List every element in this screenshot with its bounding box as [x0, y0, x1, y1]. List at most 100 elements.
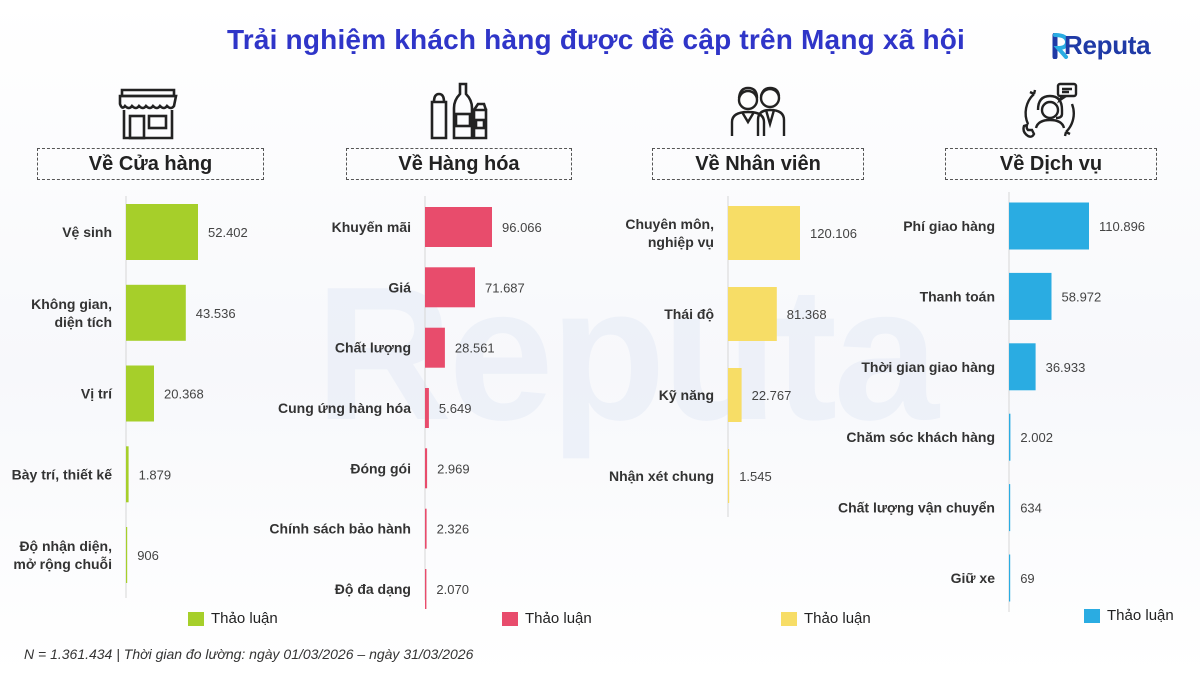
data-label: 71.687 [485, 280, 525, 295]
bar [1009, 272, 1052, 320]
category-label: Chính sách bảo hành [269, 521, 411, 537]
footnote: N = 1.361.434 | Thời gian đo lường: ngày… [24, 646, 474, 662]
category-label: Thời gian giao hàng [861, 359, 995, 375]
panel-staff: Về Nhân viên Thảo luận [652, 86, 871, 627]
bar [728, 287, 777, 341]
category-label: Vệ sinh [62, 224, 112, 240]
data-label: 81.368 [787, 307, 827, 322]
bar [1009, 202, 1089, 250]
legend-label: Thảo luận [804, 610, 871, 627]
bar [1009, 484, 1011, 532]
data-label: 634 [1020, 501, 1042, 516]
category-label: Đóng gói [350, 460, 411, 476]
bar [425, 207, 492, 247]
data-label: 120.106 [810, 226, 857, 241]
bar [1009, 554, 1011, 602]
panel-store: Về Cửa hàng Thảo luận [0, 0, 300, 675]
data-label: 43.536 [196, 306, 236, 321]
legend-swatch [502, 611, 518, 626]
data-label: 2.326 [437, 522, 470, 537]
category-label: Giữ xe [951, 570, 996, 586]
category-label: Chăm sóc khách hàng [846, 429, 995, 445]
data-label: 36.933 [1046, 360, 1086, 375]
bar [425, 569, 427, 609]
data-label: 1.879 [139, 467, 172, 482]
bar [728, 206, 800, 260]
legend-goods: Thảo luận [502, 610, 592, 627]
chart-title: Trải nghiệm khách hàng được đề cập trên … [226, 24, 966, 55]
legend-store: Thảo luận [188, 610, 278, 627]
data-label: 5.649 [439, 401, 472, 416]
bar [1009, 343, 1036, 391]
bar [728, 449, 730, 503]
reputa-watermark: Reputa [315, 248, 939, 460]
category-label: Độ đa dạng [335, 581, 411, 597]
bar [126, 527, 128, 583]
data-label: 110.896 [1099, 219, 1145, 234]
panel-header-goods: Về Hàng hóa [346, 148, 572, 180]
category-label: Độ nhận diện, [19, 538, 112, 554]
brand-logo: Reputa [1052, 30, 1172, 62]
category-label: Cung ứng hàng hóa [278, 400, 411, 416]
legend-swatch [781, 611, 797, 626]
bar [126, 204, 198, 260]
category-label: Nhận xét chung [609, 468, 714, 484]
data-label: 69 [1020, 571, 1034, 586]
legend-service: Thảo luận [1084, 607, 1174, 624]
legend-label: Thảo luận [525, 610, 592, 627]
category-label: Không gian, [31, 296, 112, 312]
panel-header-staff: Về Nhân viên [652, 148, 864, 180]
category-label: diện tích [54, 314, 112, 330]
data-label: 2.070 [436, 582, 469, 597]
bar [425, 508, 427, 549]
data-label: 906 [137, 548, 159, 563]
category-label: mở rộng chuỗi [13, 556, 112, 572]
category-label: Phí giao hàng [903, 218, 995, 234]
bar [126, 446, 129, 503]
category-label: Kỹ năng [659, 387, 714, 403]
category-label: Chuyên môn, [625, 216, 714, 232]
category-label: Chất lượng [335, 340, 411, 356]
bar [126, 284, 186, 341]
data-label: 20.368 [164, 387, 204, 402]
reputa-logo-icon [1052, 33, 1070, 59]
data-label: 58.972 [1062, 289, 1102, 304]
panel-header-service: Về Dịch vụ [945, 148, 1157, 180]
data-label: 2.969 [437, 461, 470, 476]
data-label: 2.002 [1020, 430, 1053, 445]
data-label: 52.402 [208, 225, 248, 240]
legend-swatch [188, 611, 204, 626]
category-label: Chất lượng vận chuyển [838, 500, 995, 516]
category-label: Khuyến mãi [332, 219, 411, 235]
staff-icon [730, 86, 786, 136]
legend-label: Thảo luận [1107, 607, 1174, 624]
category-label: Giá [388, 279, 411, 295]
data-label: 96.066 [502, 220, 542, 235]
legend-swatch [1084, 608, 1100, 623]
bar [425, 267, 475, 308]
category-label: Thanh toán [920, 288, 995, 304]
bar [425, 327, 445, 368]
bar [425, 448, 428, 489]
data-label: 22.767 [752, 388, 792, 403]
bar [126, 365, 154, 422]
category-label: Vị trí [81, 386, 113, 402]
category-label: Thái độ [664, 306, 714, 322]
goods-icon [430, 82, 488, 140]
store-icon [118, 88, 178, 140]
legend-staff: Thảo luận [781, 610, 871, 627]
bar [1009, 413, 1011, 461]
category-label: Bày trí, thiết kế [12, 466, 113, 482]
brand-name: Reputa [1064, 30, 1151, 60]
bar [425, 388, 429, 428]
panel-header-store: Về Cửa hàng [37, 148, 264, 180]
bar [728, 368, 742, 422]
data-label: 1.545 [739, 469, 772, 484]
data-label: 28.561 [455, 341, 495, 356]
category-label: nghiệp vụ [648, 234, 714, 250]
legend-label: Thảo luận [211, 610, 278, 627]
panel-goods: Về Hàng hóa Thảo luận [346, 82, 592, 627]
support-icon [1022, 82, 1078, 138]
